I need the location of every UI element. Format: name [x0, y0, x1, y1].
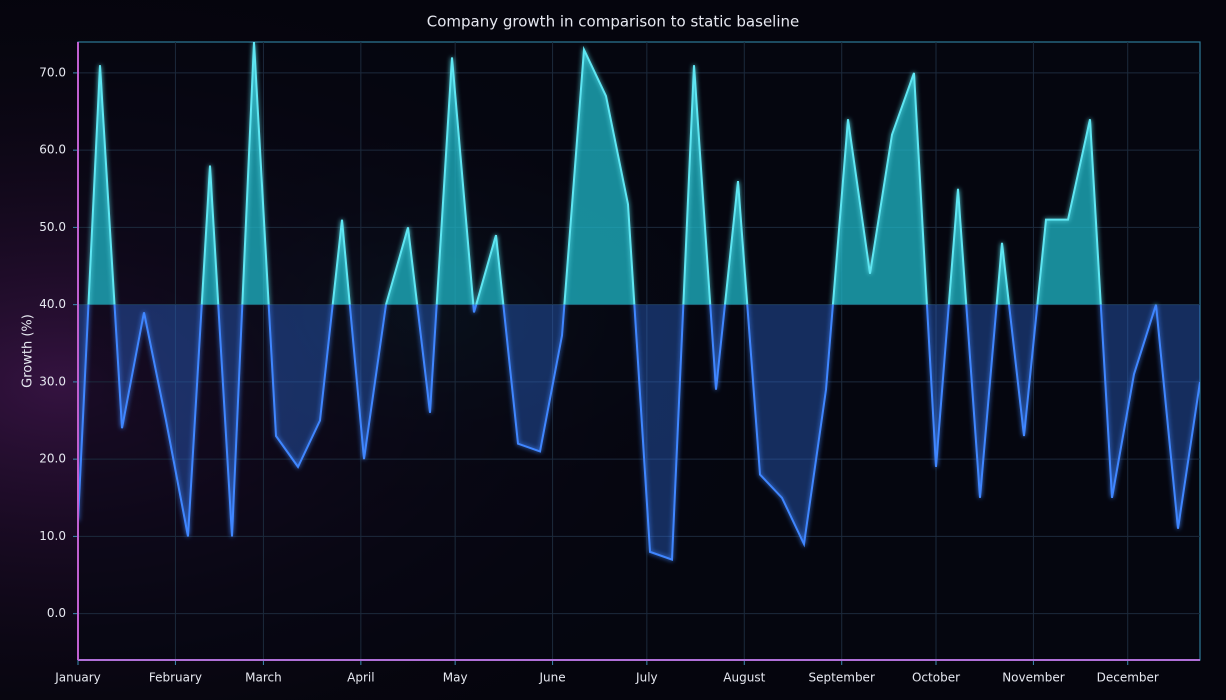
- x-tick-label: October: [912, 671, 960, 685]
- x-tick-label: November: [1002, 671, 1064, 685]
- y-tick-label: 40.0: [39, 297, 66, 311]
- area-below: [78, 304, 1200, 560]
- y-tick-label: 0.0: [47, 606, 66, 620]
- x-tick-label: September: [809, 671, 875, 685]
- x-tick-label: February: [149, 671, 202, 685]
- y-tick-label: 50.0: [39, 220, 66, 234]
- chart-title: Company growth in comparison to static b…: [427, 13, 800, 31]
- x-tick-label: July: [635, 671, 658, 685]
- x-tick-label: June: [539, 671, 566, 685]
- x-tick-label: March: [245, 671, 282, 685]
- line-below: [78, 304, 1200, 561]
- y-tick-label: 20.0: [39, 452, 66, 466]
- x-tick-label: May: [443, 671, 468, 685]
- y-tick-label: 10.0: [39, 529, 66, 543]
- x-tick-label: April: [347, 671, 374, 685]
- x-tick-label: August: [723, 671, 765, 685]
- line-above: [87, 42, 1158, 305]
- area-above: [88, 42, 1101, 305]
- plot-area: [77, 41, 1201, 661]
- y-tick-label: 70.0: [39, 65, 66, 79]
- y-axis-title: Growth (%): [21, 314, 36, 388]
- y-tick-label: 60.0: [39, 143, 66, 157]
- y-tick-label: 30.0: [39, 374, 66, 388]
- x-tick-label: January: [54, 671, 101, 685]
- x-tick-label: December: [1097, 671, 1159, 685]
